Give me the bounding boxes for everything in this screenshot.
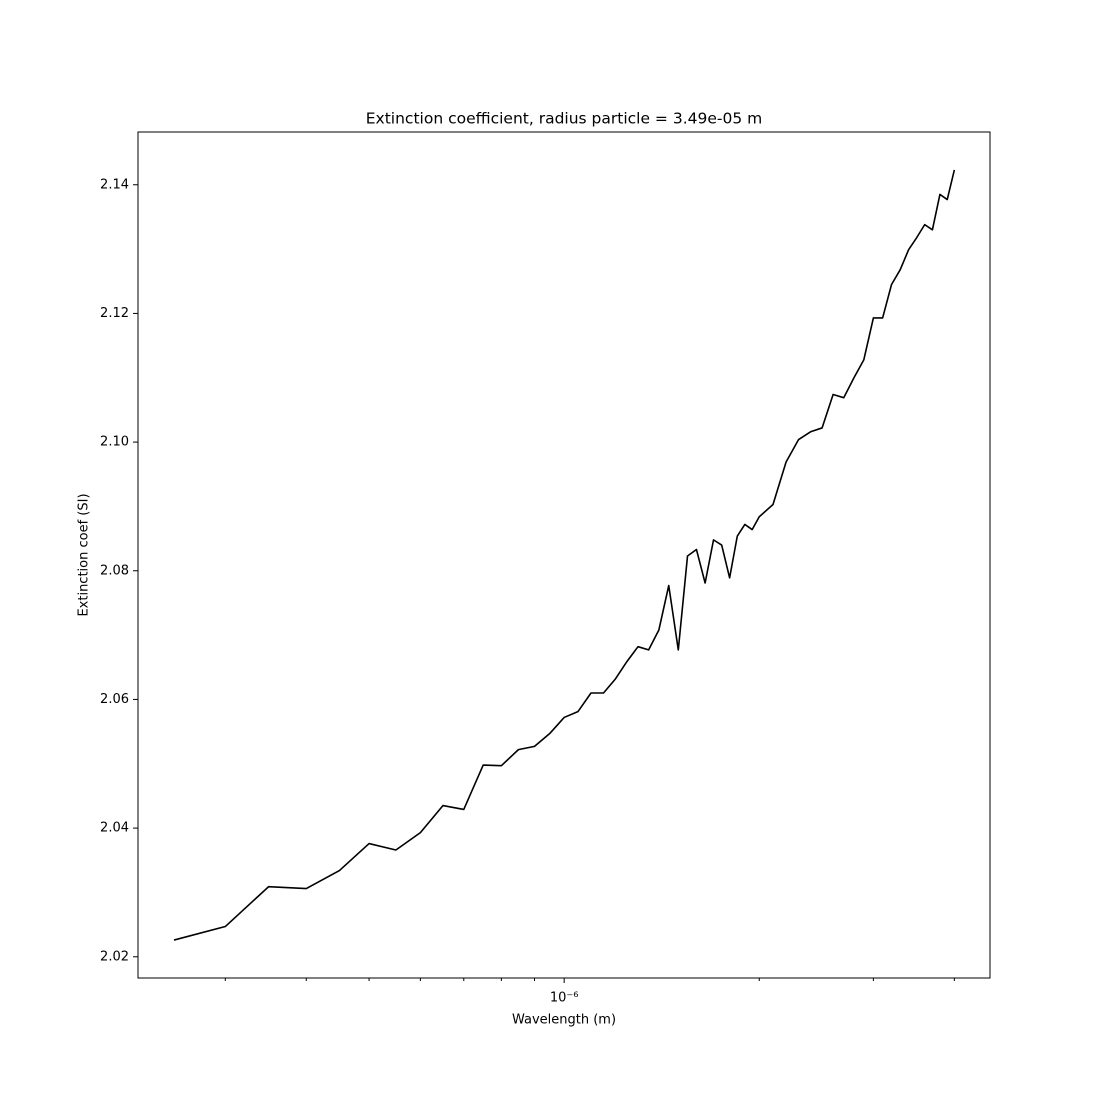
x-axis-label: Wavelength (m) bbox=[512, 1013, 616, 1028]
y-tick-label: 2.14 bbox=[100, 177, 129, 192]
x-tick-label: 10⁻⁶ bbox=[550, 991, 579, 1006]
y-tick-label: 2.10 bbox=[100, 435, 129, 450]
y-tick-label: 2.06 bbox=[100, 692, 129, 707]
y-tick-label: 2.04 bbox=[100, 821, 129, 836]
y-tick-label: 2.02 bbox=[100, 949, 129, 964]
y-axis-label: Extinction coef (SI) bbox=[77, 493, 92, 616]
y-tick-label: 2.08 bbox=[100, 563, 129, 578]
chart-title: Extinction coefficient, radius particle … bbox=[366, 110, 763, 128]
data-line bbox=[173, 169, 956, 941]
y-tick-label: 2.12 bbox=[100, 306, 129, 321]
